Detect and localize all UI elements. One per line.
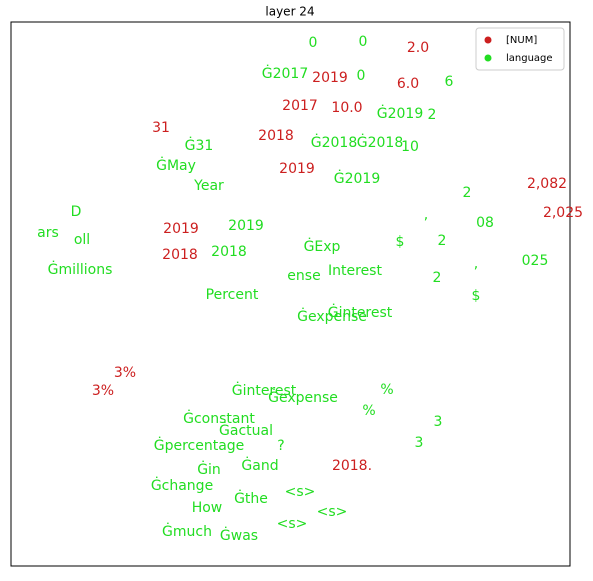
point-label: 10.0	[331, 100, 362, 116]
point-label: Ġchange	[151, 476, 213, 494]
point-label: 2018	[162, 247, 198, 263]
point-label: <s>	[285, 484, 316, 500]
point-label: 31	[152, 120, 170, 136]
point-label: Year	[193, 178, 224, 194]
point-label: Ġin	[197, 460, 221, 478]
point-label: 2019	[163, 221, 199, 237]
point-label: 0	[357, 68, 366, 84]
point-label: 2.0	[407, 40, 429, 56]
point-label: Ġactual	[219, 421, 273, 439]
point-label: Ġthe	[234, 489, 268, 507]
point-label: $	[396, 234, 405, 250]
point-label: 3	[415, 435, 424, 451]
point-label: 2018	[258, 128, 294, 144]
point-label: Ġexpense	[268, 388, 338, 406]
point-label: ense	[287, 268, 320, 284]
point-label: Ġ2019	[334, 169, 380, 187]
point-label: %	[362, 403, 375, 419]
point-label: 2018.	[332, 458, 372, 474]
point-label: Ġ2018	[311, 133, 357, 151]
point-label: oll	[74, 232, 90, 248]
point-label: Ġ2018	[357, 133, 403, 151]
point-label: 2,082	[527, 176, 567, 192]
point-label: $	[472, 288, 481, 304]
legend-box	[475, 27, 565, 71]
point-label: ,	[424, 207, 428, 223]
point-label: Ġinterest	[328, 303, 393, 321]
point-label: ĠMay	[156, 156, 196, 174]
point-label: Ġmillions	[48, 260, 113, 278]
chart-title: layer 24	[265, 5, 314, 19]
point-label: Ġconstant	[183, 409, 255, 427]
point-label: Ġ2017	[262, 64, 308, 82]
point-label: Ġwas	[220, 526, 258, 544]
point-label: Ġand	[241, 456, 278, 474]
point-label: 2018	[211, 244, 247, 260]
point-label: Ġ31	[185, 136, 214, 154]
point-label: 2	[438, 233, 447, 249]
point-label: 2017	[282, 98, 318, 114]
legend-label: [NUM]	[506, 35, 537, 46]
point-label: ,	[474, 256, 478, 272]
point-label: 6	[445, 74, 454, 90]
point-label: 025	[522, 253, 549, 269]
point-label: Ġ2019	[377, 104, 423, 122]
point-label: %	[380, 382, 393, 398]
point-label: 2	[463, 185, 472, 201]
point-label: <s>	[317, 504, 348, 520]
point-label: How	[192, 500, 223, 516]
legend-label: language	[506, 53, 553, 64]
point-label: 3%	[114, 365, 136, 381]
point-label: D	[71, 204, 82, 220]
point-label: Ġpercentage	[154, 436, 245, 454]
point-label: Ġexpense	[297, 307, 367, 325]
point-label: Ġinterest	[232, 381, 297, 399]
point-label: 2,025	[543, 205, 583, 221]
point-label: Interest	[328, 263, 382, 279]
point-label: 3	[434, 414, 443, 430]
point-label: 0	[309, 35, 318, 51]
point-label: ars	[37, 225, 59, 241]
point-label: 2	[433, 270, 442, 286]
point-label: <s>	[277, 516, 308, 532]
plot-frame	[10, 21, 571, 567]
legend-marker	[484, 54, 492, 62]
point-label: 0	[359, 34, 368, 50]
point-label: Percent	[206, 287, 259, 303]
point-label: ĠExp	[304, 237, 341, 255]
point-label: 08	[476, 215, 494, 231]
legend-marker	[484, 36, 492, 44]
point-label: 6.0	[397, 76, 419, 92]
point-label: 2019	[228, 218, 264, 234]
point-label: 2019	[279, 161, 315, 177]
point-label: ?	[277, 438, 284, 454]
point-label: 2	[428, 107, 437, 123]
point-label: Ġmuch	[162, 522, 212, 540]
point-label: 10	[401, 139, 419, 155]
point-label: 3%	[92, 383, 114, 399]
point-label: 2019	[312, 70, 348, 86]
